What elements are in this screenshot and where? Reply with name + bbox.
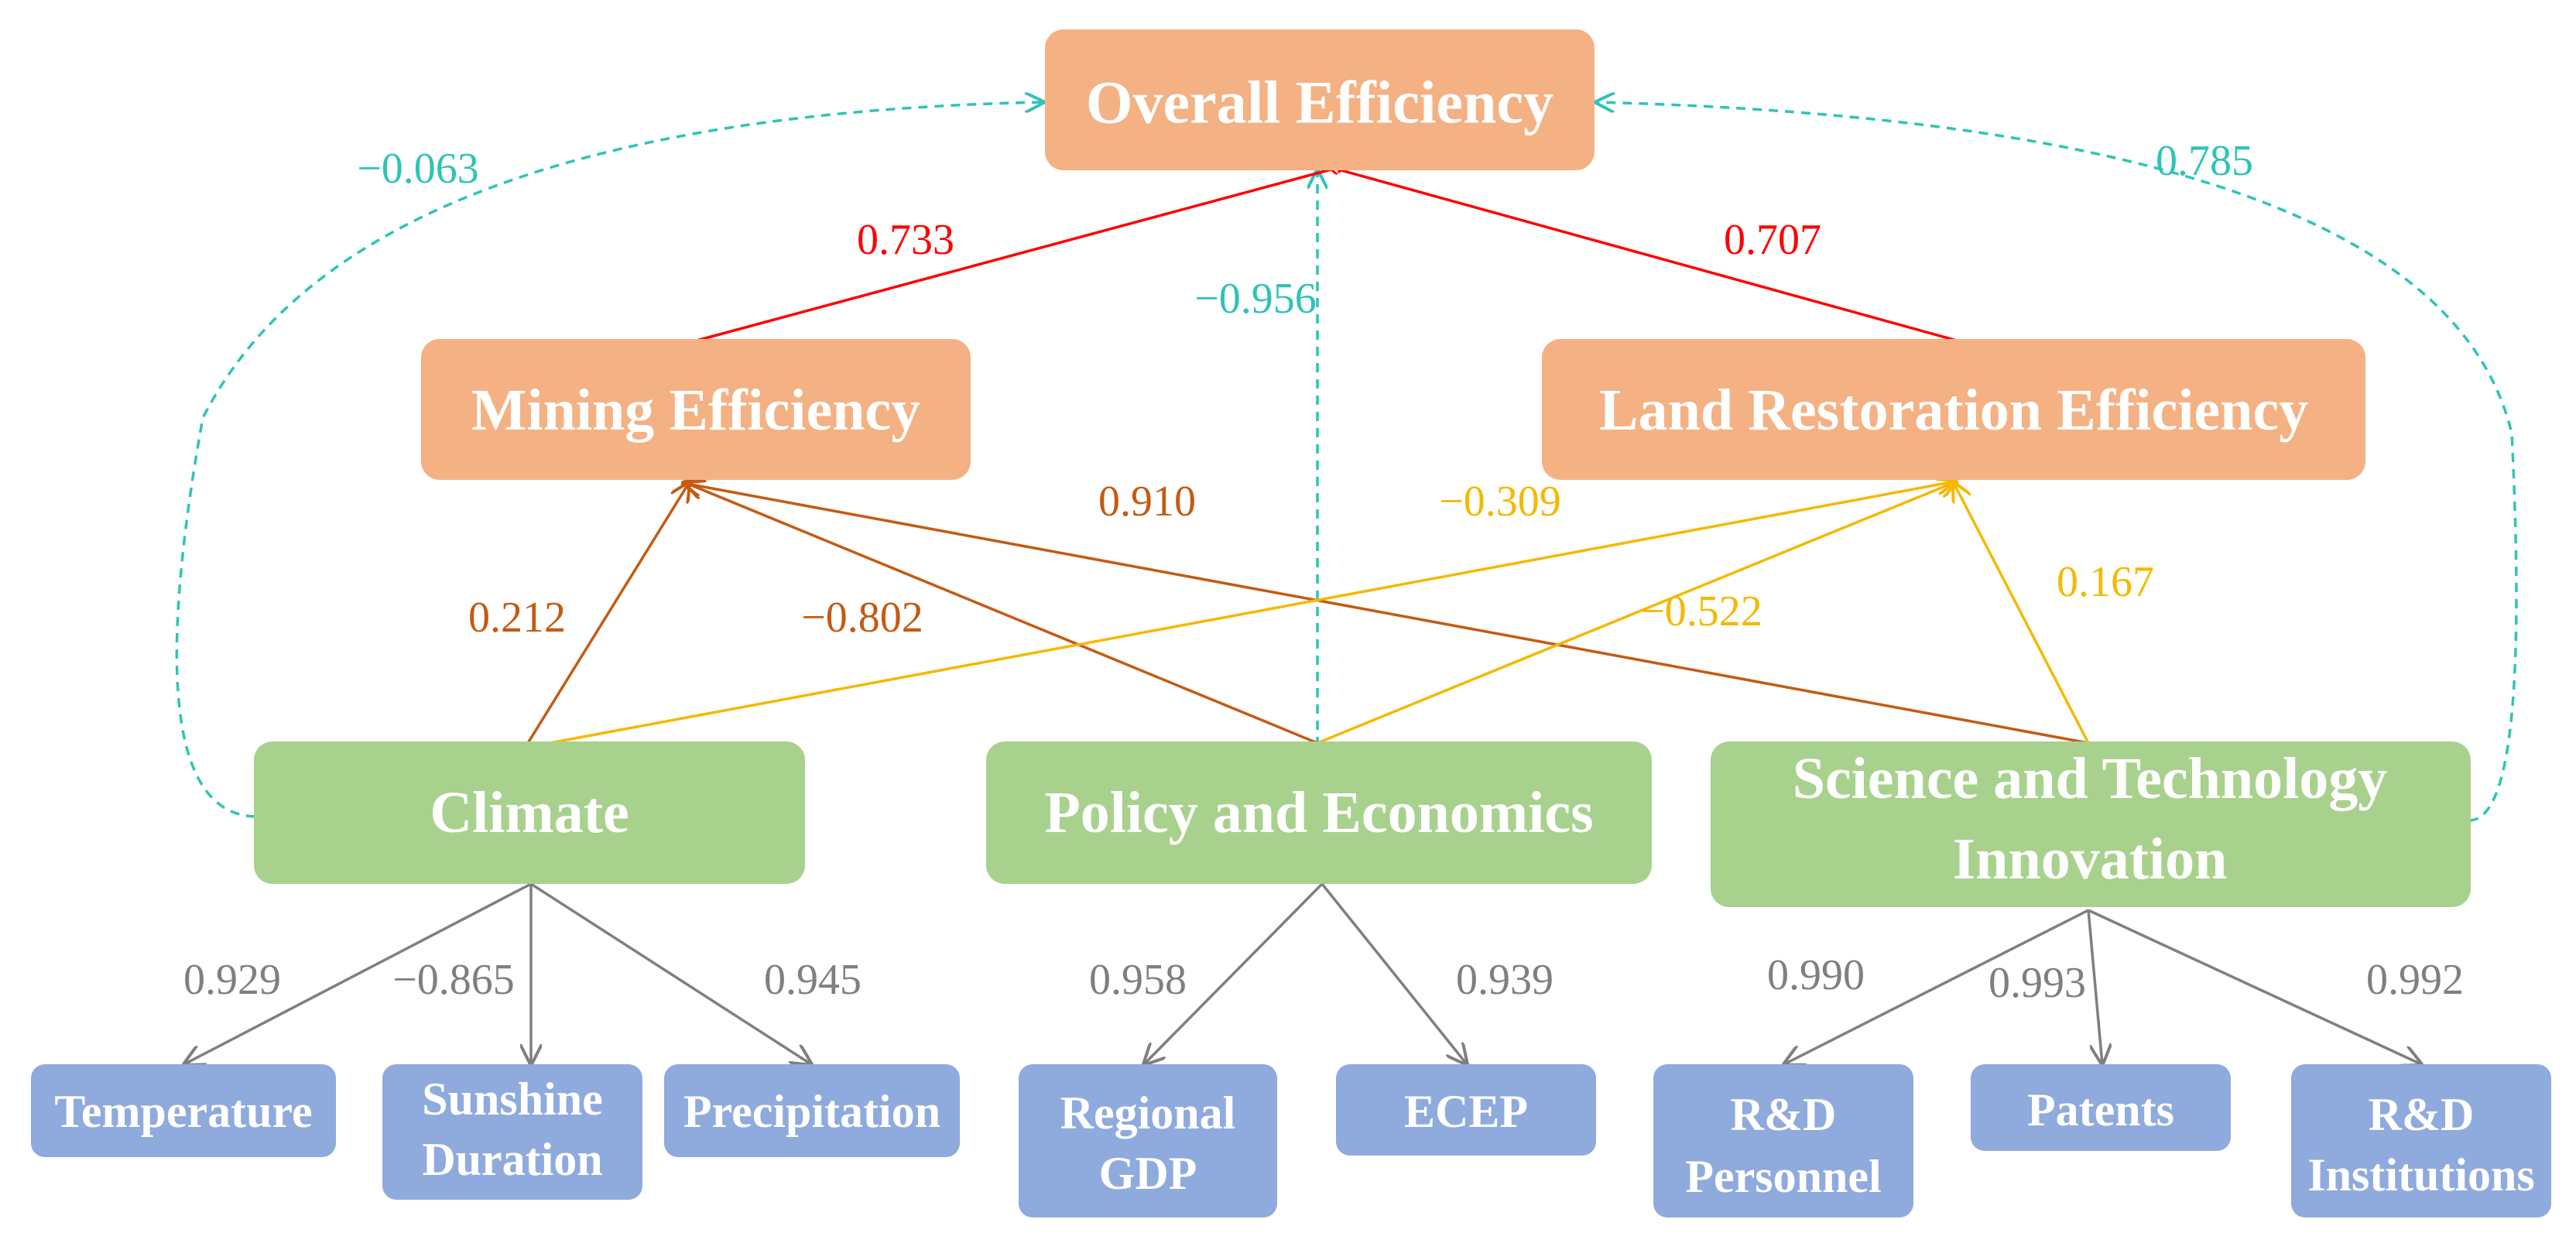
path-climate-overall <box>175 102 1043 818</box>
node-gdp-label-line2: GDP <box>1099 1148 1197 1199</box>
node-rd-institutions-label-line1: R&D <box>2369 1089 2475 1140</box>
path-policy-gdp <box>1144 882 1324 1064</box>
coef-sti-mining: 0.910 <box>1098 478 1196 526</box>
path-climate-mining <box>526 483 689 744</box>
path-climate-land <box>549 481 1955 745</box>
coef-sti-patents: 0.993 <box>1989 959 2086 1007</box>
node-climate-label: Climate <box>430 780 629 845</box>
path-sti-overall <box>1596 102 2518 822</box>
path-policy-mining <box>686 483 1318 745</box>
coef-sti-land: 0.167 <box>2057 558 2154 606</box>
node-precipitation-label: Precipitation <box>683 1086 940 1137</box>
node-ecep: ECEP <box>1336 1064 1596 1156</box>
path-policy-ecep <box>1321 882 1467 1064</box>
node-climate: Climate <box>254 741 805 884</box>
path-climate-precipitation <box>530 882 811 1064</box>
path-mining-overall <box>696 166 1345 342</box>
node-science-technology-innovation: Science and Technology Innovation <box>1711 741 2471 907</box>
node-sti-label-line2: Innovation <box>1953 827 2228 892</box>
coef-policy-land: −0.522 <box>1640 587 1762 635</box>
path-sti-patents <box>2087 909 2102 1064</box>
coef-policy-gdp: 0.958 <box>1089 956 1187 1004</box>
coef-climate-precipitation: 0.945 <box>764 956 862 1004</box>
coef-policy-mining: −0.802 <box>801 594 923 642</box>
node-mining-label: Mining Efficiency <box>471 378 921 443</box>
coef-climate-sunshine: −0.865 <box>392 956 515 1004</box>
node-rd-institutions: R&D Institutions <box>2291 1064 2551 1217</box>
node-patents-label: Patents <box>2027 1084 2174 1135</box>
coef-policy-overall: −0.956 <box>1194 275 1317 323</box>
node-land-restoration-efficiency: Land Restoration Efficiency <box>1542 339 2365 480</box>
path-climate-temperature <box>184 882 532 1064</box>
path-land-overall <box>1330 167 1958 342</box>
node-rd-personnel-label-line1: R&D <box>1731 1089 1837 1140</box>
node-mining-efficiency: Mining Efficiency <box>421 339 971 480</box>
coef-land-overall: 0.707 <box>1724 216 1821 264</box>
coef-sti-overall: 0.785 <box>2156 137 2253 185</box>
node-patents: Patents <box>1971 1064 2231 1151</box>
node-policy-label: Policy and Economics <box>1044 780 1593 845</box>
path-sti-rd-personnel <box>1784 909 2089 1064</box>
node-rd-institutions-label-line2: Institutions <box>2307 1149 2534 1200</box>
node-sti-label-line1: Science and Technology <box>1793 746 2388 811</box>
path-sti-mining <box>683 483 2089 745</box>
node-sunshine-label-line2: Duration <box>422 1134 602 1185</box>
node-overall-efficiency: Overall Efficiency <box>1045 29 1595 170</box>
node-temperature: Temperature <box>31 1064 336 1157</box>
coef-climate-overall: −0.063 <box>357 145 479 193</box>
path-sti-rd-institutions <box>2088 909 2421 1064</box>
node-sunshine-duration: Sunshine Duration <box>382 1064 642 1200</box>
node-gdp-label-line1: Regional <box>1060 1087 1236 1139</box>
node-overall-label: Overall Efficiency <box>1086 69 1553 136</box>
coef-policy-ecep: 0.939 <box>1456 956 1553 1004</box>
node-regional-gdp: Regional GDP <box>1019 1064 1277 1217</box>
node-land-label: Land Restoration Efficiency <box>1599 378 2308 443</box>
path-policy-land <box>1317 481 1957 745</box>
path-sti-land <box>1954 483 2090 744</box>
coef-mining-overall: 0.733 <box>857 216 954 264</box>
node-ecep-label: ECEP <box>1404 1086 1528 1137</box>
node-sunshine-label-line1: Sunshine <box>422 1074 603 1125</box>
coef-climate-mining: 0.212 <box>468 594 566 642</box>
node-temperature-label: Temperature <box>54 1086 312 1137</box>
node-policy-economics: Policy and Economics <box>986 741 1652 884</box>
node-rd-personnel-label-line2: Personnel <box>1685 1151 1881 1202</box>
coef-climate-land: −0.309 <box>1439 478 1561 526</box>
coef-sti-rd-personnel: 0.990 <box>1767 951 1865 999</box>
node-rd-personnel: R&D Personnel <box>1653 1064 1913 1217</box>
node-precipitation: Precipitation <box>664 1064 960 1157</box>
coef-climate-temperature: 0.929 <box>183 956 281 1004</box>
coef-sti-rd-institutions: 0.992 <box>2366 956 2464 1004</box>
